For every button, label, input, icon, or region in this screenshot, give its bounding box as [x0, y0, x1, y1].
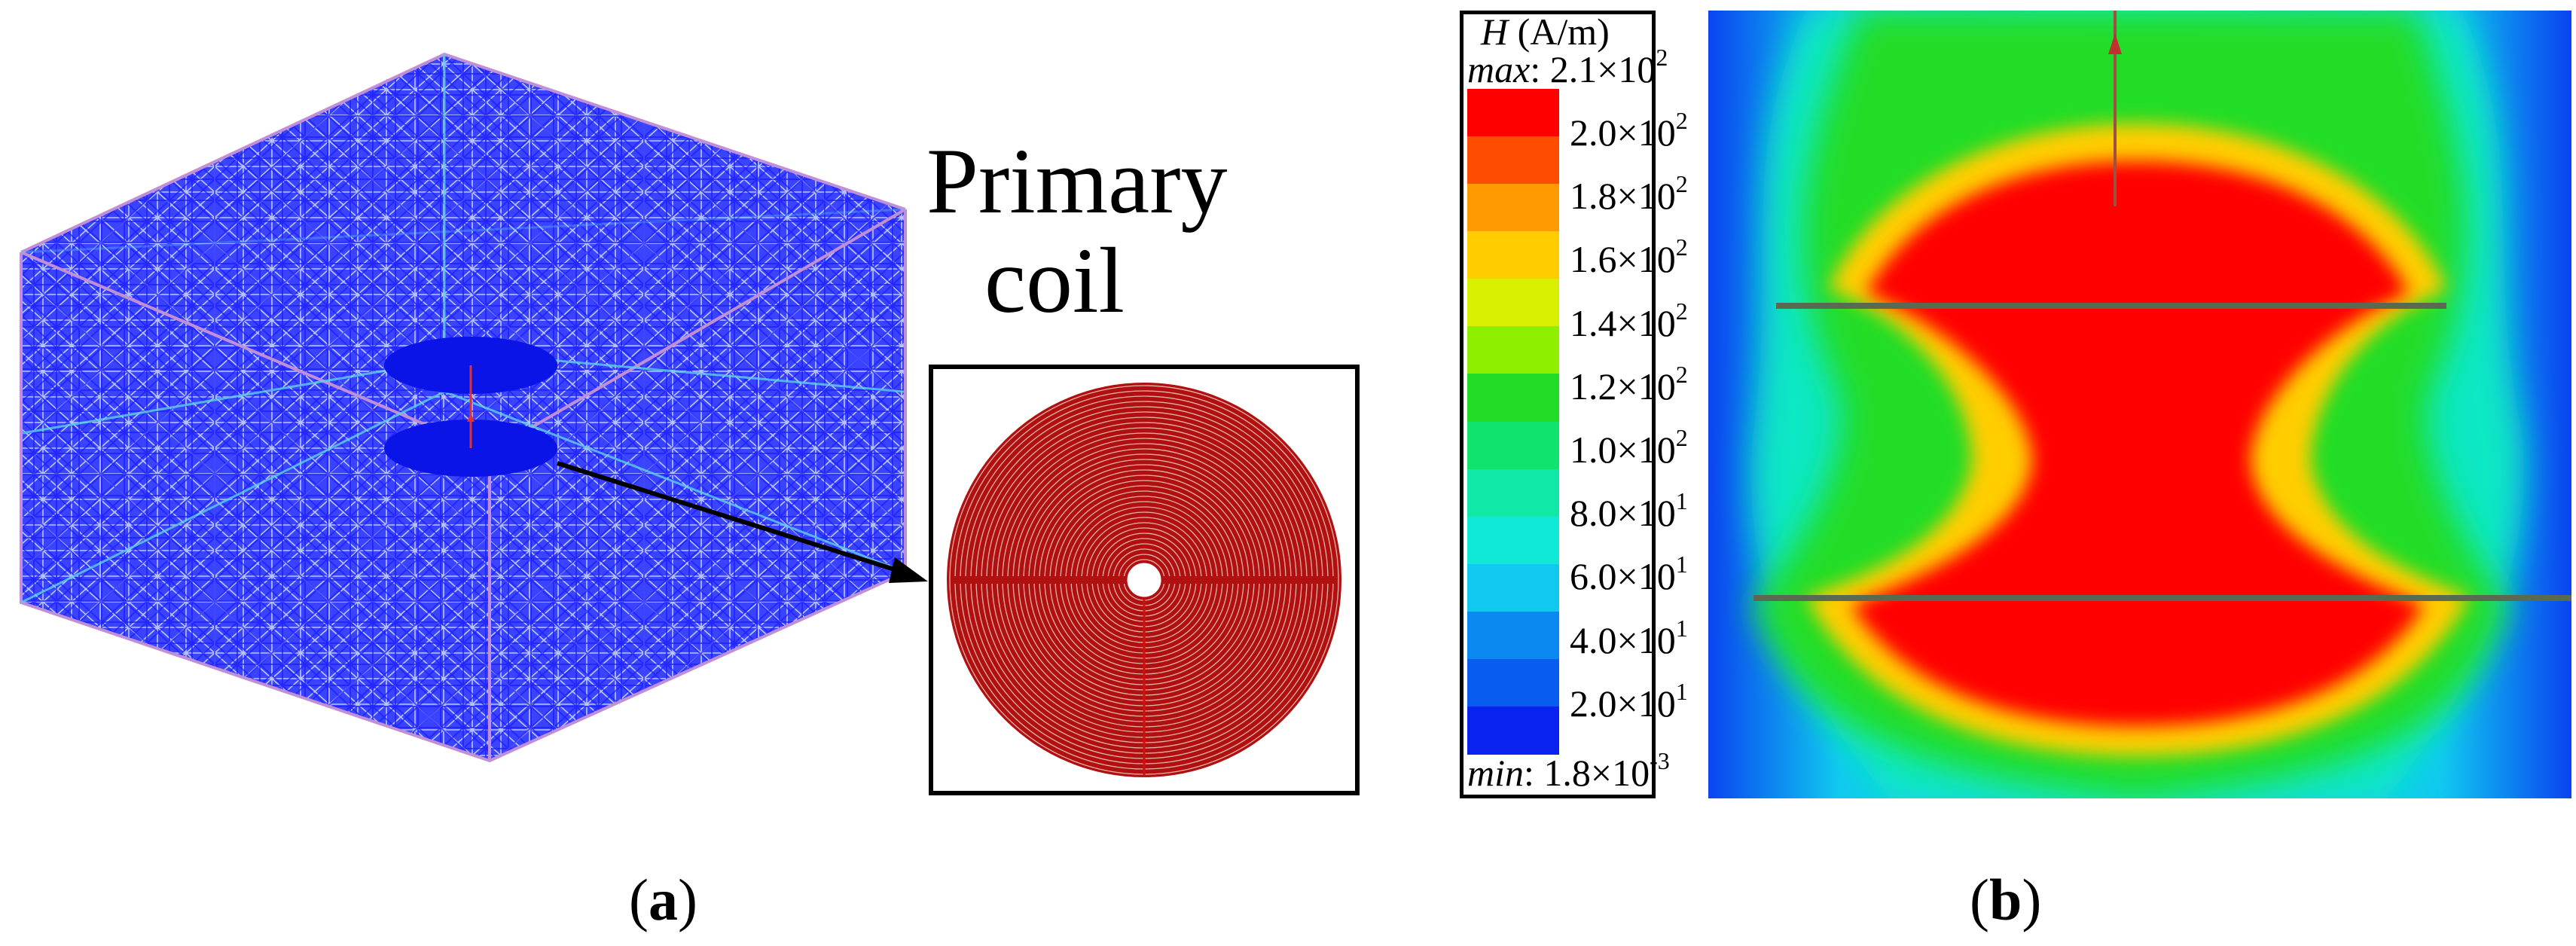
legend-entry: 2.0×102 — [1570, 107, 1688, 154]
legend-entry: 2.0×101 — [1570, 677, 1688, 725]
legend-swatch — [1467, 516, 1559, 565]
legend-swatch — [1467, 421, 1559, 470]
legend-swatch — [1467, 468, 1559, 517]
panel-a-label: (a) — [629, 867, 697, 932]
coil-center-hole — [1125, 560, 1164, 600]
legend-swatch — [1467, 374, 1559, 423]
legend-swatch — [1467, 326, 1559, 375]
legend-entry: 1.0×102 — [1570, 424, 1688, 471]
legend-swatch — [1467, 231, 1559, 280]
legend-swatch — [1467, 706, 1559, 755]
legend-entry: 1.6×102 — [1570, 233, 1688, 281]
legend-entry: 1.2×102 — [1570, 360, 1688, 407]
fem-mesh-box — [20, 52, 928, 763]
legend-max: max: 2.1×102 — [1467, 44, 1668, 90]
panel-b-label: (b) — [1970, 867, 2042, 932]
legend-swatch — [1467, 184, 1559, 233]
legend-entry: 4.0×101 — [1570, 614, 1688, 661]
legend-swatch — [1467, 279, 1559, 328]
legend-title: H (A/m) — [1481, 11, 1610, 53]
legend-swatch — [1467, 89, 1559, 138]
legend-swatch — [1467, 658, 1559, 707]
legend-entry: 1.4×102 — [1570, 297, 1688, 344]
legend-entry: 8.0×101 — [1570, 487, 1688, 535]
primary-coil-title: Primary coil — [926, 130, 1228, 332]
callout-arrow — [557, 461, 905, 575]
legend-swatch — [1467, 611, 1559, 660]
magnetic-field-map — [1708, 11, 2571, 798]
legend-swatch — [1467, 563, 1559, 612]
legend-min: min: 1.8×10-3 — [1467, 747, 1670, 794]
coil-inset — [929, 365, 1360, 795]
legend-entry: 6.0×101 — [1570, 551, 1688, 598]
legend-swatch — [1467, 136, 1559, 185]
legend-entry: 1.8×102 — [1570, 170, 1688, 218]
